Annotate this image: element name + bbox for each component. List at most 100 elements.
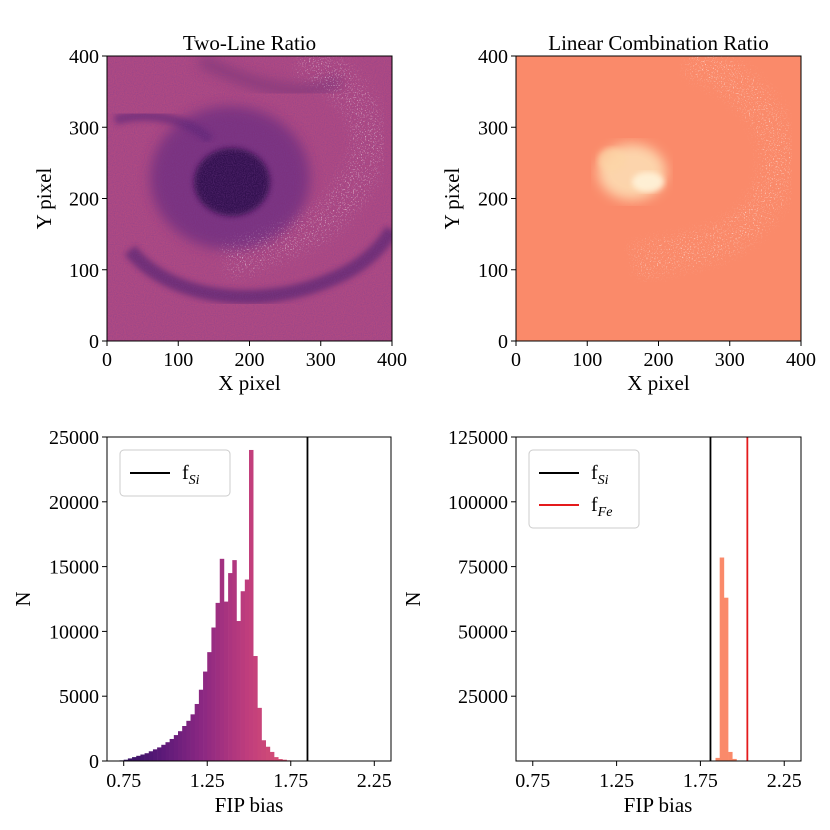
histogram-bar xyxy=(265,746,271,761)
y-tick-label: 0 xyxy=(89,331,99,353)
x-tick-label: 1.75 xyxy=(683,770,718,792)
histogram-bar xyxy=(240,591,246,761)
histogram-bar xyxy=(719,557,725,761)
histogram-bar xyxy=(715,757,720,761)
linear-combination-histogram-panel: 0.75 1.25 1.75 2.25 25000 50000 75000 100000 125… xyxy=(401,427,802,817)
histogram-bar xyxy=(152,749,158,761)
two-line-ratio-image xyxy=(107,56,392,341)
histogram-bar xyxy=(148,751,154,761)
y-tick-label: 15000 xyxy=(49,557,99,579)
x-tick-label: 400 xyxy=(786,349,816,371)
histogram-bar xyxy=(198,689,204,761)
linear-combination-ratio-image xyxy=(516,56,801,341)
histogram-bar xyxy=(186,720,191,761)
x-tick-label: 400 xyxy=(377,349,407,371)
y-tick-label: 0 xyxy=(498,331,508,353)
x-tick-label: 1.25 xyxy=(190,770,225,792)
x-tick-label: 2.25 xyxy=(767,770,802,792)
histogram-bar xyxy=(132,757,137,761)
histogram-bar xyxy=(282,759,287,761)
histogram-bar xyxy=(207,652,212,761)
y-tick-label: 200 xyxy=(478,189,508,211)
y-tick-label: 100 xyxy=(478,260,508,282)
histogram-bar xyxy=(278,759,283,761)
y-tick-label: 400 xyxy=(478,46,508,68)
two-line-histogram-xlabel: FIP bias xyxy=(215,793,284,817)
linear-combination-histogram-xlabel: FIP bias xyxy=(624,793,693,817)
legend-label-subscript: Si xyxy=(598,473,609,488)
two-line-histogram-ylabel: N xyxy=(11,591,35,606)
y-tick-label: 300 xyxy=(69,117,99,139)
histogram-bar xyxy=(223,601,229,761)
histogram-bar xyxy=(178,731,183,761)
linear-combination-ratio-ylabel: Y pixel xyxy=(440,168,464,230)
histogram-bar xyxy=(257,707,262,761)
histogram-bar xyxy=(732,758,737,761)
two-line-histogram-frame xyxy=(106,436,392,762)
x-tick-label: 1.75 xyxy=(273,770,308,792)
histogram-bar xyxy=(253,656,258,761)
histogram-bar xyxy=(127,758,133,761)
x-tick-label: 0 xyxy=(102,349,112,371)
histogram-bar xyxy=(723,597,729,761)
y-tick-label: 20000 xyxy=(49,492,99,514)
linear-combination-histogram-ylabel: N xyxy=(401,591,425,606)
y-tick-label: 100 xyxy=(69,260,99,282)
linear-combination-ratio-title: Linear Combination Ratio xyxy=(548,31,768,55)
histogram-bar xyxy=(123,759,129,761)
histogram-bar xyxy=(136,755,141,761)
x-tick-label: 0.75 xyxy=(515,770,550,792)
x-tick-label: 200 xyxy=(235,349,265,371)
legend-box xyxy=(528,449,640,529)
y-tick-label: 10000 xyxy=(49,621,99,643)
y-tick-label: 300 xyxy=(478,117,508,139)
histogram-bar xyxy=(211,627,216,761)
histogram-bar xyxy=(161,744,166,761)
x-tick-label: 0.75 xyxy=(106,770,141,792)
histogram-bar xyxy=(203,671,208,761)
y-tick-label: 25000 xyxy=(458,686,508,708)
linear-combination-ratio-panel: Linear Combination Ratio X pixel Y pixel… xyxy=(440,31,816,395)
legend-label-subscript: Fe xyxy=(597,505,613,520)
y-tick-label: 5000 xyxy=(59,686,99,708)
y-tick-label: 125000 xyxy=(448,427,508,449)
histogram-bar xyxy=(232,560,237,761)
histogram-bar xyxy=(249,449,254,761)
histogram-bar xyxy=(140,754,145,761)
two-line-ratio-panel: Two-Line Ratio X pixel Y pixel 0 100 200 30… xyxy=(32,31,407,395)
x-tick-label: 300 xyxy=(306,349,336,371)
x-tick-label: 200 xyxy=(644,349,674,371)
histogram-bar xyxy=(144,753,150,761)
x-tick-label: 100 xyxy=(163,349,193,371)
legend-label-subscript: Si xyxy=(189,473,200,488)
y-tick-label: 200 xyxy=(69,189,99,211)
y-tick-label: 50000 xyxy=(458,621,508,643)
y-tick-label: 25000 xyxy=(49,427,99,449)
x-tick-label: 2.25 xyxy=(357,770,392,792)
y-tick-label: 100000 xyxy=(448,492,508,514)
x-tick-label: 300 xyxy=(715,349,745,371)
x-tick-label: 0 xyxy=(511,349,521,371)
histogram-bar xyxy=(261,740,267,761)
linear-combination-histogram-frame xyxy=(515,436,802,762)
x-tick-label: 100 xyxy=(572,349,602,371)
legend-box xyxy=(119,449,231,497)
histogram-bar xyxy=(194,703,200,761)
two-line-ratio-xlabel: X pixel xyxy=(218,371,281,395)
histogram-bar xyxy=(269,751,275,761)
histogram-bar xyxy=(169,738,175,761)
two-line-histogram-panel: 0.75 1.25 1.75 2.25 0 5000 10000 15000 20000 2500… xyxy=(11,427,392,817)
histogram-bar xyxy=(728,751,733,761)
histogram-bar xyxy=(244,579,250,761)
histogram-bar xyxy=(165,742,170,761)
histogram-bar xyxy=(219,558,225,761)
histogram-bar xyxy=(215,602,221,761)
histogram-bar xyxy=(157,747,162,761)
histogram-bar xyxy=(236,621,241,761)
two-line-ratio-title: Two-Line Ratio xyxy=(183,31,316,55)
histogram-bar xyxy=(190,714,196,761)
linear-combination-ratio-xlabel: X pixel xyxy=(627,371,690,395)
histogram-bar xyxy=(228,573,233,761)
histogram-bar xyxy=(182,726,187,761)
